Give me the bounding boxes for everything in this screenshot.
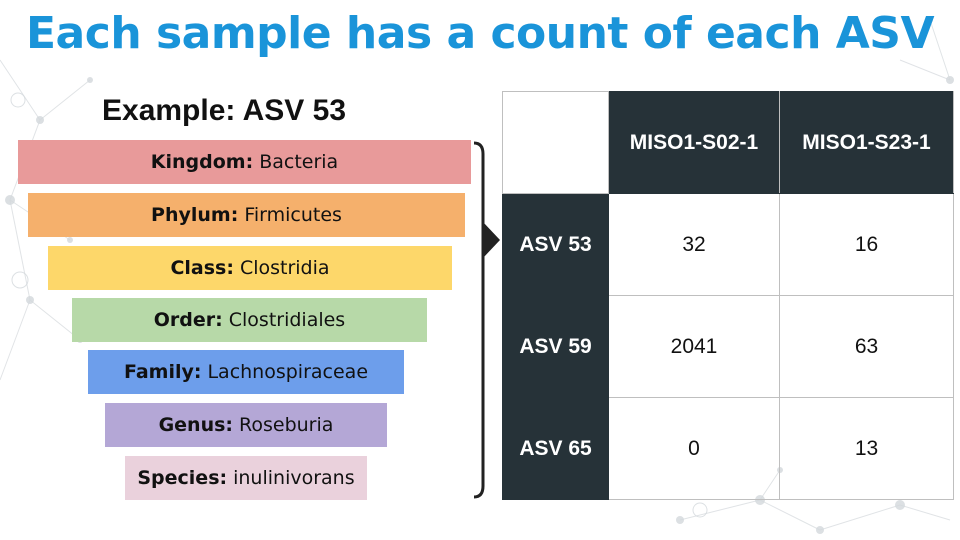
- count-cell: 63: [779, 295, 954, 398]
- taxon-name: Lachnospiraceae: [207, 361, 369, 383]
- count-cell: 0: [608, 397, 780, 500]
- table-row: ASV 65 0 13: [502, 397, 954, 500]
- taxon-name: inulinivorans: [233, 467, 355, 489]
- taxonomy-bar-species: Species: inulinivorans: [125, 456, 367, 500]
- example-heading: Example: ASV 53: [102, 94, 346, 127]
- row-header: ASV 59: [502, 295, 609, 398]
- taxon-name: Bacteria: [259, 151, 339, 173]
- rank-label: Species:: [137, 467, 228, 489]
- column-header: MISO1-S23-1: [779, 91, 954, 194]
- count-cell: 2041: [608, 295, 780, 398]
- taxon-name: Clostridiales: [228, 309, 346, 331]
- rank-label: Phylum:: [151, 204, 239, 226]
- table-row: ASV 53 32 16: [502, 193, 954, 296]
- taxonomy-bar-order: Order: Clostridiales: [72, 298, 427, 342]
- taxonomy-bar-phylum: Phylum: Firmicutes: [28, 193, 465, 237]
- rank-label: Genus:: [158, 414, 234, 436]
- taxonomy-bar-class: Class: Clostridia: [48, 246, 452, 290]
- rank-label: Class:: [170, 257, 234, 279]
- table-header-row: MISO1-S02-1 MISO1-S23-1: [502, 91, 954, 194]
- count-cell: 16: [779, 193, 954, 296]
- count-cell: 32: [608, 193, 780, 296]
- taxonomy-bar-family: Family: Lachnospiraceae: [88, 350, 404, 394]
- taxon-name: Clostridia: [239, 257, 330, 279]
- rank-label: Order:: [153, 309, 223, 331]
- column-header: MISO1-S02-1: [608, 91, 780, 194]
- slide-title: Each sample has a count of each ASV: [25, 8, 935, 59]
- rank-label: Kingdom:: [150, 151, 254, 173]
- row-header: ASV 53: [502, 193, 609, 296]
- count-table: MISO1-S02-1 MISO1-S23-1 ASV 53 32 16 ASV…: [502, 91, 954, 500]
- taxonomy-bar-kingdom: Kingdom: Bacteria: [18, 140, 471, 184]
- table-corner-cell: [502, 91, 609, 194]
- table-row: ASV 59 2041 63: [502, 295, 954, 398]
- bracket-arrow: [473, 141, 500, 499]
- row-header: ASV 65: [502, 397, 609, 500]
- taxon-name: Firmicutes: [244, 204, 342, 226]
- rank-label: Family:: [123, 361, 202, 383]
- count-cell: 13: [779, 397, 954, 500]
- taxon-name: Roseburia: [239, 414, 334, 436]
- taxonomy-bar-genus: Genus: Roseburia: [105, 403, 387, 447]
